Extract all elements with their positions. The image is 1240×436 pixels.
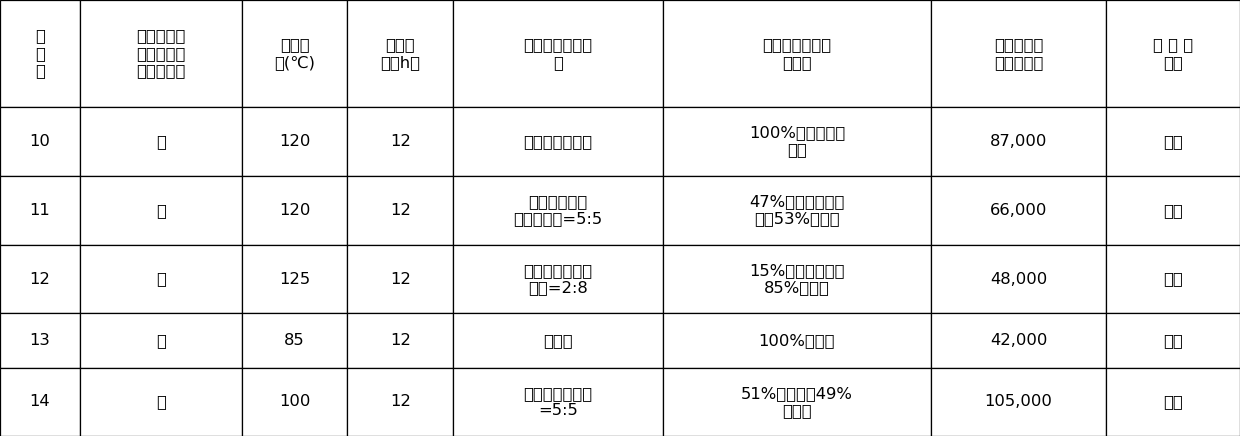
Text: 实
施
例: 实 施 例: [35, 28, 45, 78]
Text: 锌: 锌: [156, 134, 166, 149]
Text: 黄色: 黄色: [1163, 272, 1183, 286]
Bar: [662, 313, 931, 368]
Text: 锌: 锌: [156, 272, 166, 286]
Text: 12: 12: [389, 333, 410, 348]
Bar: [347, 245, 454, 313]
Bar: [454, 245, 662, 313]
Bar: [662, 0, 931, 107]
Text: 席夫碱金属
配合物的金
属中心元素: 席夫碱金属 配合物的金 属中心元素: [136, 28, 186, 78]
Bar: [347, 0, 454, 107]
Text: 聚酯材料的
数均分子量: 聚酯材料的 数均分子量: [993, 37, 1043, 70]
Text: 85: 85: [284, 333, 305, 348]
Bar: [454, 107, 662, 176]
Bar: [81, 107, 242, 176]
Text: 100%丁内酯: 100%丁内酯: [759, 333, 836, 348]
Bar: [931, 245, 1106, 313]
Bar: [81, 245, 242, 313]
Text: 87,000: 87,000: [990, 134, 1047, 149]
Bar: [454, 368, 662, 436]
Text: 105,000: 105,000: [985, 395, 1053, 409]
Bar: [1106, 0, 1240, 107]
Bar: [662, 176, 931, 245]
Text: 反应温
度(℃): 反应温 度(℃): [274, 37, 315, 70]
Bar: [0, 245, 81, 313]
Text: 碳酸亚乙酯：丙
交酯=2:8: 碳酸亚乙酯：丙 交酯=2:8: [523, 263, 593, 295]
Text: 120: 120: [279, 203, 310, 218]
Text: 丁内酯: 丁内酯: [543, 333, 573, 348]
Bar: [81, 0, 242, 107]
Bar: [1106, 245, 1240, 313]
Bar: [347, 176, 454, 245]
Bar: [242, 0, 347, 107]
Bar: [931, 313, 1106, 368]
Text: 12: 12: [30, 272, 51, 286]
Bar: [662, 107, 931, 176]
Text: 乙交酯：己内酯
=5:5: 乙交酯：己内酯 =5:5: [523, 386, 593, 418]
Bar: [0, 107, 81, 176]
Bar: [931, 368, 1106, 436]
Text: 铁: 铁: [156, 333, 166, 348]
Text: 12: 12: [389, 395, 410, 409]
Text: 48,000: 48,000: [990, 272, 1047, 286]
Text: 51%乙交酯，49%
己内酯: 51%乙交酯，49% 己内酯: [742, 386, 853, 418]
Text: 125: 125: [279, 272, 310, 286]
Text: 反应时
间（h）: 反应时 间（h）: [381, 37, 420, 70]
Bar: [1106, 107, 1240, 176]
Text: 铁: 铁: [156, 395, 166, 409]
Bar: [1106, 176, 1240, 245]
Bar: [347, 368, 454, 436]
Bar: [1106, 368, 1240, 436]
Text: 15%碳酸亚乙酯，
85%丙交酯: 15%碳酸亚乙酯， 85%丙交酯: [749, 263, 844, 295]
Text: 三亚甲基碳酸
酯：己内酯=5:5: 三亚甲基碳酸 酯：己内酯=5:5: [513, 194, 603, 226]
Bar: [242, 176, 347, 245]
Text: 47%三亚甲基碳酸
酯，53%己内酯: 47%三亚甲基碳酸 酯，53%己内酯: [749, 194, 844, 226]
Bar: [81, 313, 242, 368]
Text: 锌: 锌: [156, 203, 166, 218]
Text: 三亚甲基碳酸酯: 三亚甲基碳酸酯: [523, 134, 593, 149]
Bar: [454, 176, 662, 245]
Text: 13: 13: [30, 333, 51, 348]
Text: 12: 12: [389, 272, 410, 286]
Text: 12: 12: [389, 134, 410, 149]
Bar: [81, 368, 242, 436]
Text: 12: 12: [389, 203, 410, 218]
Text: 11: 11: [30, 203, 51, 218]
Bar: [242, 245, 347, 313]
Bar: [931, 107, 1106, 176]
Text: 100%三亚甲基碳
酸酯: 100%三亚甲基碳 酸酯: [749, 125, 846, 157]
Bar: [242, 107, 347, 176]
Text: 黑色: 黑色: [1163, 333, 1183, 348]
Bar: [0, 0, 81, 107]
Bar: [931, 0, 1106, 107]
Bar: [1106, 313, 1240, 368]
Text: 黄色: 黄色: [1163, 134, 1183, 149]
Text: 聚 合 物
颜色: 聚 合 物 颜色: [1153, 37, 1193, 70]
Bar: [454, 0, 662, 107]
Text: 10: 10: [30, 134, 51, 149]
Text: 所得聚合物组分
百分数: 所得聚合物组分 百分数: [763, 37, 832, 70]
Text: 120: 120: [279, 134, 310, 149]
Bar: [454, 313, 662, 368]
Bar: [0, 176, 81, 245]
Text: 黑色: 黑色: [1163, 395, 1183, 409]
Bar: [347, 107, 454, 176]
Bar: [931, 176, 1106, 245]
Text: 黄色: 黄色: [1163, 203, 1183, 218]
Bar: [347, 313, 454, 368]
Text: 14: 14: [30, 395, 51, 409]
Bar: [0, 313, 81, 368]
Bar: [242, 313, 347, 368]
Bar: [662, 245, 931, 313]
Text: 单体投入摩尔比
例: 单体投入摩尔比 例: [523, 37, 593, 70]
Text: 100: 100: [279, 395, 310, 409]
Bar: [242, 368, 347, 436]
Text: 66,000: 66,000: [990, 203, 1047, 218]
Bar: [81, 176, 242, 245]
Text: 42,000: 42,000: [990, 333, 1047, 348]
Bar: [662, 368, 931, 436]
Bar: [0, 368, 81, 436]
